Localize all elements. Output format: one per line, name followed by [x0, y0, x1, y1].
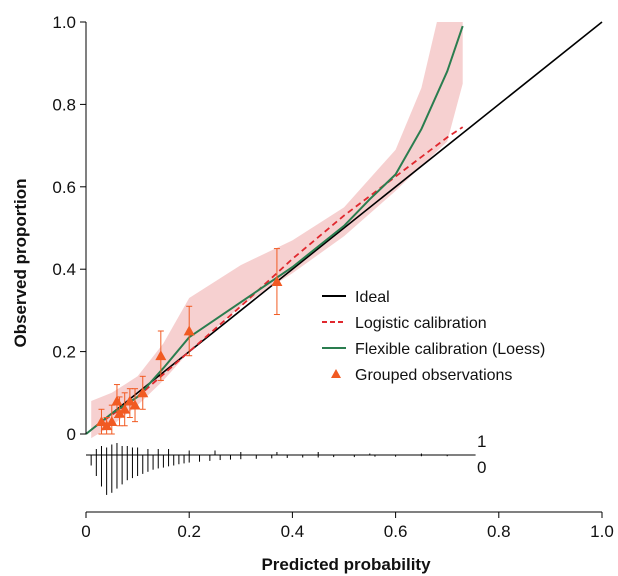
y-tick-label: 0.2 — [52, 343, 76, 362]
logistic-calibration-line — [95, 126, 464, 427]
legend-label: Flexible calibration (Loess) — [355, 341, 545, 358]
grouped-observation-point — [124, 395, 136, 406]
grouped-observation-point — [137, 387, 149, 398]
x-tick-label: 0.6 — [384, 522, 408, 541]
y-axis-title: Observed proportion — [11, 178, 30, 347]
legend-label: Grouped observations — [355, 367, 512, 384]
axes-layer: 0 0.2 0.4 0.6 0.8 1.0 0 0.2 0.4 0.6 0.8 1.0 — [52, 13, 613, 541]
x-tick-label: 0.2 — [177, 522, 201, 541]
grouped-observation-point — [114, 407, 126, 418]
legend: Ideal Logistic calibration Flexible calibr… — [322, 289, 545, 384]
grouped-observation-point — [155, 350, 167, 361]
grouped-observation-point — [101, 420, 113, 431]
rug-layer — [86, 443, 476, 495]
grouped-observation-point — [106, 416, 118, 427]
confidence-band — [91, 22, 463, 439]
grouped-observation-point — [95, 416, 107, 427]
rug-top-label: 1 — [477, 432, 486, 451]
x-tick-label: 0 — [81, 522, 90, 541]
rug-bottom-label: 0 — [477, 458, 486, 477]
x-axis-title: Predicted probability — [261, 555, 431, 574]
y-tick-label: 0.8 — [52, 95, 76, 114]
grouped-observation-point — [183, 325, 195, 336]
x-tick-label: 0.8 — [487, 522, 511, 541]
logistic-line-layer — [95, 126, 464, 427]
grouped-observations-layer — [95, 248, 283, 435]
ideal-line-layer — [85, 21, 603, 435]
legend-swatch-triangle — [331, 369, 341, 378]
y-tick-label: 0.4 — [52, 260, 76, 279]
y-tick-label: 1.0 — [52, 13, 76, 32]
confidence-band-layer — [91, 22, 463, 439]
y-tick-label: 0 — [67, 425, 76, 444]
y-tick-label: 0.6 — [52, 178, 76, 197]
grouped-observation-point — [119, 403, 131, 414]
grouped-observation-point — [271, 276, 283, 286]
legend-label: Logistic calibration — [355, 315, 487, 332]
x-tick-label: 0.4 — [281, 522, 305, 541]
grouped-observation-point — [129, 399, 141, 410]
ideal-line — [85, 21, 603, 435]
legend-label: Ideal — [355, 289, 390, 306]
x-tick-label: 1.0 — [590, 522, 614, 541]
